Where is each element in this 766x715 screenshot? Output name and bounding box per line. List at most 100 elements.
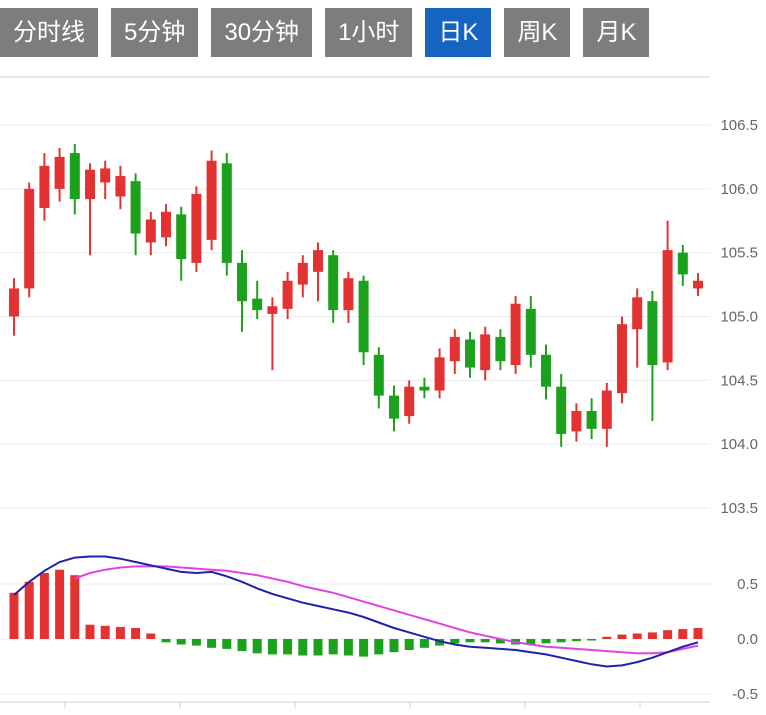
candle-body: [693, 280, 703, 289]
candle-body: [677, 252, 688, 275]
macd-bar: [283, 639, 293, 655]
candle-body: [85, 169, 95, 200]
candle-body: [617, 324, 627, 394]
candle-body: [282, 280, 293, 309]
candle-body: [343, 278, 354, 311]
candle-body: [647, 301, 658, 366]
tab-1hour[interactable]: 1小时: [325, 8, 413, 57]
macd-bar: [647, 632, 657, 639]
macd-bar: [55, 569, 65, 639]
candle-body: [419, 386, 430, 391]
macd-bar: [678, 629, 688, 639]
price-tick-label: 103.5: [720, 500, 758, 517]
candle-body: [39, 165, 50, 208]
kline-macd-chart[interactable]: 106.5 106.0 105.5 105.0 104.5 104.0 103.5 0.5 0.…: [0, 58, 766, 715]
tab-weekly-k[interactable]: 周K: [504, 8, 571, 57]
tab-daily-k[interactable]: 日K: [425, 8, 492, 57]
macd-bar: [602, 636, 612, 639]
macd-bar: [587, 639, 597, 641]
macd-bar: [222, 639, 232, 649]
candle-body: [525, 308, 536, 355]
dif-line: [13, 555, 699, 668]
macd-bar: [571, 639, 581, 642]
candle-body: [449, 336, 460, 362]
macd-bar: [207, 639, 217, 648]
candle-body: [373, 354, 384, 396]
macd-bar: [161, 639, 171, 643]
macd-bar: [419, 639, 429, 648]
candle-body: [480, 334, 491, 371]
macd-bar: [298, 639, 308, 656]
candle-body: [571, 410, 582, 432]
price-tick-label: 106.0: [720, 181, 758, 198]
candle-body: [601, 390, 612, 429]
candle-body: [313, 250, 323, 272]
y-axis-labels: 106.5 106.0 105.5 105.0 104.5 104.0 103.5 0.5 0.…: [720, 117, 758, 703]
tab-30min[interactable]: 30分钟: [211, 8, 313, 57]
price-tick-label: 105.0: [720, 309, 758, 326]
macd-bar: [495, 639, 505, 644]
macd-bar: [556, 639, 566, 643]
candle-body: [69, 153, 80, 200]
x-axis: [0, 701, 710, 708]
candle-body: [586, 410, 597, 429]
macd-bar: [9, 592, 19, 639]
dea-line: [74, 565, 699, 655]
macd-bar: [404, 639, 414, 650]
price-tick-label: 104.0: [720, 436, 758, 453]
macd-bar: [131, 628, 141, 639]
candle-body: [252, 298, 263, 311]
tab-5min[interactable]: 5分钟: [111, 8, 199, 57]
candle-body: [206, 160, 217, 240]
macd-bar: [70, 575, 80, 639]
macd-bar: [328, 639, 338, 655]
candle-body: [495, 336, 506, 362]
macd-bar: [617, 634, 627, 639]
macd-bar: [39, 573, 49, 639]
macd-bar: [343, 639, 353, 656]
candle-body: [297, 262, 308, 285]
macd-bar: [693, 628, 703, 639]
macd-bar: [450, 639, 460, 644]
macd-bar: [146, 633, 156, 639]
candle-body: [237, 262, 247, 302]
macd-tick-label: 0.5: [737, 576, 758, 593]
candle-body: [556, 386, 567, 434]
macd-tick-label: -0.5: [732, 686, 758, 703]
macd-bar: [24, 581, 34, 639]
candle-body: [465, 339, 475, 368]
candle-body: [176, 214, 187, 260]
tab-monthly-k[interactable]: 月K: [583, 8, 650, 57]
macd-bar: [435, 639, 445, 646]
candle-body: [404, 386, 415, 417]
tab-timeline[interactable]: 分时线: [0, 8, 98, 57]
macd-bar: [85, 624, 95, 639]
macd-bar: [389, 639, 399, 653]
period-toolbar: 分时线 5分钟 30分钟 1小时 日K 周K 月K: [0, 0, 766, 58]
macd-bar: [176, 639, 186, 645]
macd-bar: [115, 626, 125, 639]
candle-body: [662, 250, 673, 363]
candle-body: [24, 188, 35, 289]
macd-bar: [663, 630, 673, 639]
macd-histogram: [9, 569, 703, 657]
price-tick-label: 105.5: [720, 245, 758, 262]
macd-bar: [359, 639, 369, 657]
macd-bar: [526, 639, 536, 645]
candle-body: [632, 297, 643, 330]
candle-body: [161, 211, 171, 238]
candle-body: [145, 219, 156, 243]
macd-bar: [267, 639, 277, 655]
macd-bar: [465, 639, 475, 643]
candles: [9, 144, 703, 447]
candle-body: [510, 303, 521, 366]
candle-body: [130, 181, 141, 234]
candle-body: [328, 255, 339, 311]
candle-body: [221, 163, 232, 263]
candle-body: [541, 354, 551, 387]
macd-bar: [237, 639, 247, 652]
candle-body: [267, 306, 278, 314]
macd-bar: [480, 639, 490, 643]
candle-body: [389, 395, 399, 419]
candle-body: [358, 280, 369, 353]
